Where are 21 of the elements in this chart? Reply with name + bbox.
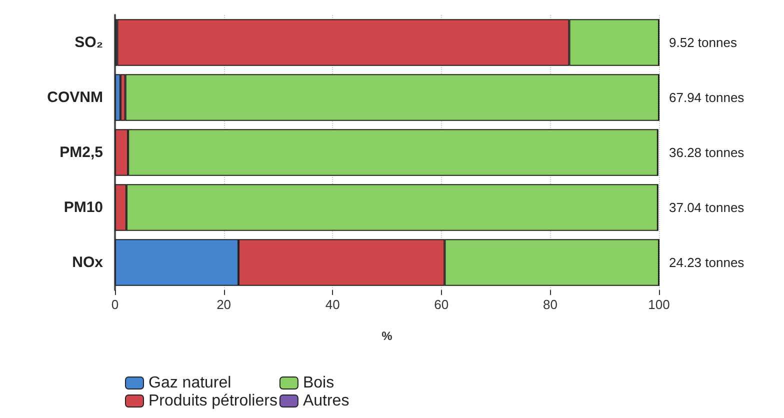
x-tick-label: 60 <box>434 297 449 312</box>
legend-label: Bois <box>302 374 334 392</box>
y-tick-label: COVNM <box>47 89 103 106</box>
x-tick-label: 0 <box>111 297 119 312</box>
text: 67.94 tonnes <box>669 90 745 105</box>
y-tick-label: PM2,5 <box>60 144 103 161</box>
y-tick-label: SO₂ <box>74 34 103 51</box>
y-tick-label: NOx <box>72 254 104 271</box>
x-tick-label: 100 <box>648 297 670 312</box>
text: 9.52 tonnes <box>669 35 738 50</box>
x-tick-label: 20 <box>216 297 232 312</box>
x-tick-label: 40 <box>325 297 340 312</box>
text: 24.23 tonnes <box>669 255 745 270</box>
legend-label: Autres <box>302 392 350 410</box>
legend-label: Produits pétroliers <box>148 392 278 410</box>
legend-label: Gaz naturel <box>148 374 232 392</box>
y-tick-label: PM10 <box>64 199 103 216</box>
text: 36.28 tonnes <box>669 145 745 160</box>
text: 37.04 tonnes <box>669 200 745 215</box>
x-axis-title: % <box>382 329 393 343</box>
x-tick-label: 80 <box>542 297 558 312</box>
